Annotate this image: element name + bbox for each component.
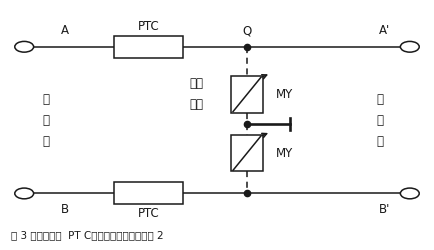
Text: MY: MY <box>276 88 293 101</box>
Text: PTC: PTC <box>138 207 159 220</box>
Text: B: B <box>61 203 69 216</box>
Text: 外
线
側: 外 线 側 <box>42 92 49 148</box>
Bar <box>114 36 183 58</box>
Text: 图 3 压敏电阻和  PT C组成的防雷保护元电路 2: 图 3 压敏电阻和 PT C组成的防雷保护元电路 2 <box>11 230 164 240</box>
Text: A': A' <box>378 24 390 37</box>
Text: 压敏
电阻: 压敏 电阻 <box>190 78 204 112</box>
Text: B': B' <box>378 203 390 216</box>
Text: A: A <box>61 24 69 37</box>
Circle shape <box>15 42 33 52</box>
Circle shape <box>15 188 33 199</box>
Circle shape <box>401 42 419 52</box>
Bar <box>231 76 263 113</box>
Bar <box>231 135 263 172</box>
Text: MY: MY <box>276 146 293 160</box>
Text: Q: Q <box>242 24 252 37</box>
Text: 内
线
側: 内 线 側 <box>376 92 383 148</box>
Text: PTC: PTC <box>138 20 159 33</box>
Bar <box>114 182 183 204</box>
Circle shape <box>401 188 419 199</box>
